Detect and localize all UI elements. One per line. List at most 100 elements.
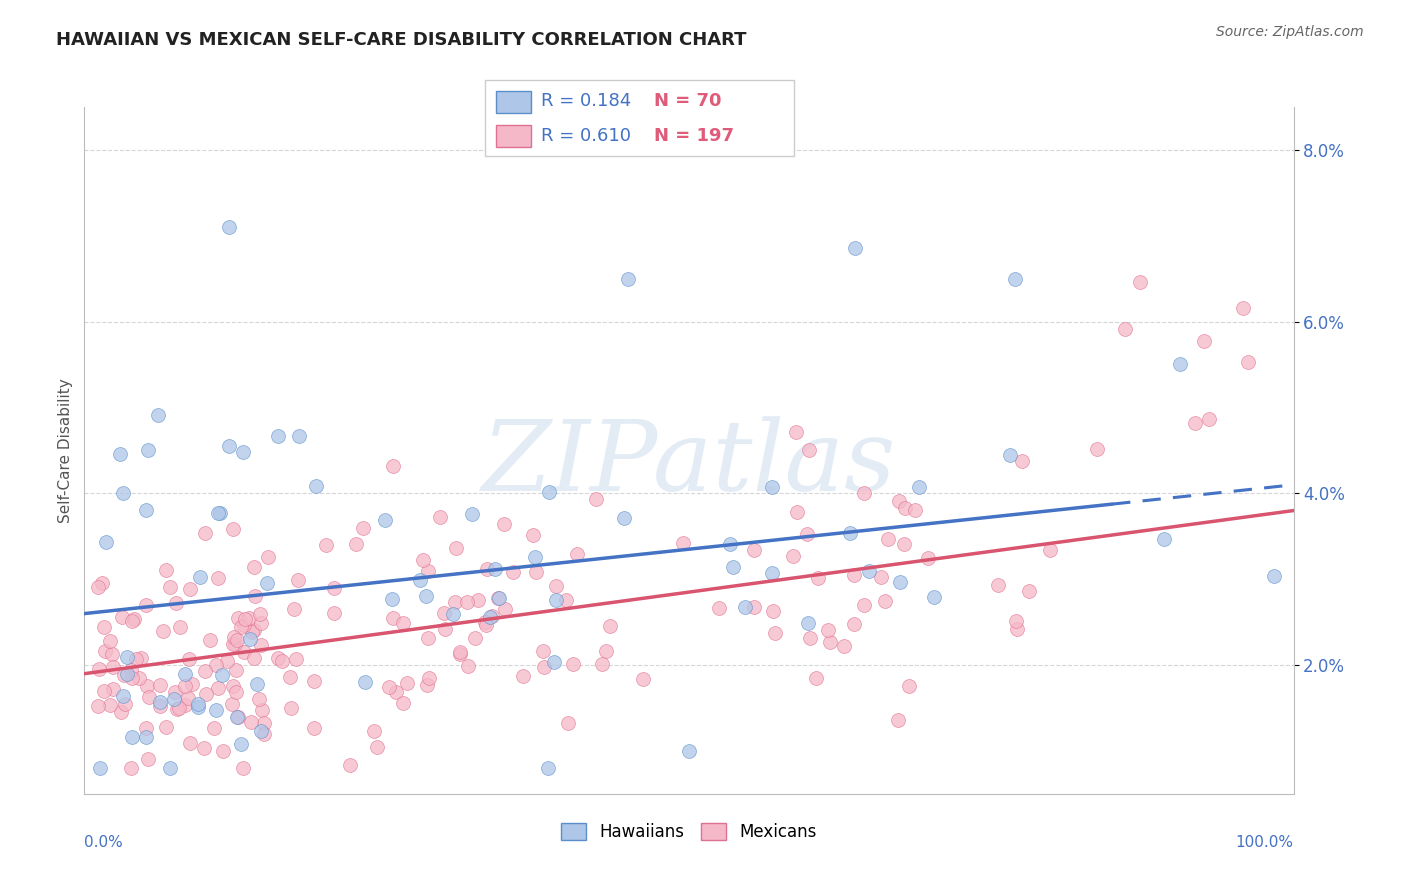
Point: [834, 639, 856, 653]
Point: [101, 660, 124, 674]
Point: [709, 601, 731, 615]
Point: [796, 616, 818, 631]
Point: [917, 551, 939, 566]
Point: [354, 675, 377, 690]
Point: [193, 741, 215, 756]
Point: [205, 658, 228, 673]
Point: [544, 592, 567, 607]
Point: [858, 564, 880, 578]
Point: [1005, 623, 1028, 637]
Point: [418, 564, 440, 578]
Point: [194, 664, 217, 678]
Point: [114, 697, 136, 711]
Point: [98, 698, 121, 712]
Point: [211, 667, 233, 681]
Text: HAWAIIAN VS MEXICAN SELF-CARE DISABILITY CORRELATION CHART: HAWAIIAN VS MEXICAN SELF-CARE DISABILITY…: [56, 31, 747, 49]
Point: [449, 647, 471, 661]
Point: [492, 516, 515, 531]
Point: [599, 618, 621, 632]
Point: [226, 710, 249, 724]
Point: [429, 510, 451, 524]
Point: [544, 579, 567, 593]
Point: [253, 715, 276, 730]
Point: [799, 443, 821, 458]
Point: [240, 714, 263, 729]
Point: [249, 607, 271, 621]
Point: [524, 565, 547, 579]
Point: [135, 679, 157, 693]
Y-axis label: Self-Care Disability: Self-Care Disability: [58, 378, 73, 523]
Point: [782, 549, 804, 564]
Point: [796, 527, 818, 541]
Point: [1018, 584, 1040, 599]
Point: [870, 570, 893, 584]
Point: [1114, 322, 1136, 336]
Point: [531, 643, 554, 657]
Point: [120, 761, 142, 775]
Point: [232, 617, 254, 632]
Point: [762, 603, 785, 617]
Point: [96, 535, 118, 549]
Point: [474, 615, 496, 629]
Point: [238, 632, 260, 647]
Point: [818, 635, 841, 649]
Point: [111, 689, 134, 703]
Point: [799, 632, 821, 646]
Point: [121, 672, 143, 686]
Point: [187, 699, 209, 714]
Point: [1184, 417, 1206, 431]
Point: [167, 701, 190, 715]
Text: N = 70: N = 70: [654, 92, 721, 110]
Point: [555, 592, 578, 607]
Point: [416, 678, 439, 692]
Point: [249, 724, 271, 739]
Point: [522, 528, 544, 542]
Point: [89, 662, 111, 676]
Point: [226, 710, 249, 724]
Point: [122, 612, 145, 626]
Point: [101, 682, 124, 697]
Point: [481, 609, 503, 624]
Point: [280, 700, 302, 714]
Point: [115, 650, 138, 665]
Point: [283, 601, 305, 615]
Point: [194, 687, 217, 701]
Point: [852, 486, 875, 500]
Point: [224, 631, 246, 645]
Point: [323, 607, 346, 621]
Point: [1000, 448, 1022, 462]
Point: [461, 507, 484, 521]
Point: [672, 535, 695, 549]
Point: [893, 537, 915, 551]
Text: 0.0%: 0.0%: [84, 835, 124, 850]
Point: [209, 507, 232, 521]
Point: [271, 654, 294, 668]
Point: [567, 547, 589, 561]
Point: [479, 610, 502, 624]
Point: [344, 536, 367, 550]
Point: [200, 633, 222, 648]
Point: [215, 655, 238, 669]
Point: [86, 580, 108, 594]
Point: [838, 525, 860, 540]
Point: [381, 610, 404, 624]
Point: [395, 676, 418, 690]
Point: [339, 757, 361, 772]
Point: [121, 614, 143, 628]
Point: [631, 672, 654, 686]
Point: [218, 220, 240, 235]
Point: [179, 736, 201, 750]
Point: [207, 681, 229, 695]
Point: [595, 644, 617, 658]
Point: [90, 575, 112, 590]
Point: [181, 677, 204, 691]
Point: [187, 697, 209, 711]
Point: [1236, 355, 1258, 369]
Point: [537, 761, 560, 775]
Point: [222, 679, 245, 693]
Point: [585, 491, 607, 506]
Point: [242, 559, 264, 574]
Point: [288, 429, 311, 443]
Point: [229, 620, 252, 634]
Point: [807, 571, 830, 585]
